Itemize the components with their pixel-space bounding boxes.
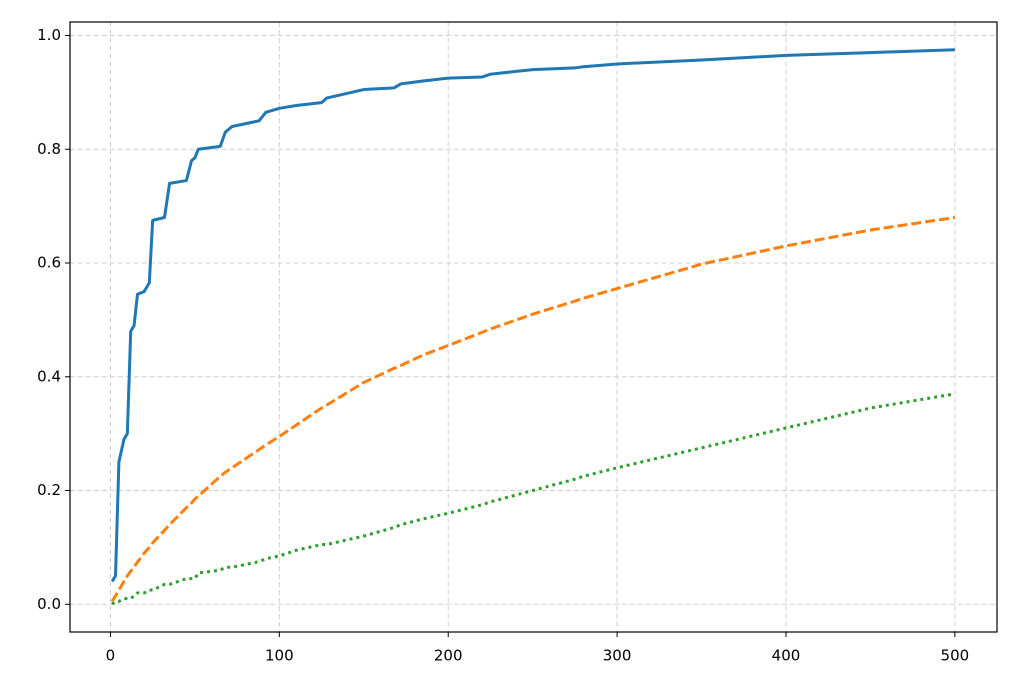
y-tick-label: 0.2 [37,481,61,499]
line-series [111,392,956,606]
x-tick-label: 200 [434,647,463,665]
x-tick-label: 500 [941,647,970,665]
y-tick-label: 0.8 [37,140,61,158]
x-tick-label: 300 [603,647,632,665]
line-series [110,216,956,603]
plot-frame [69,21,998,633]
y-tick-label: 1.0 [37,26,61,44]
line-series [110,48,955,583]
y-tick-label: 0.6 [37,254,61,272]
x-tick-label: 100 [265,647,294,665]
y-tick-label: 0.0 [37,595,61,613]
y-tick-label: 0.4 [37,367,61,385]
x-tick-label: 400 [772,647,801,665]
x-tick-label: 0 [106,647,116,665]
